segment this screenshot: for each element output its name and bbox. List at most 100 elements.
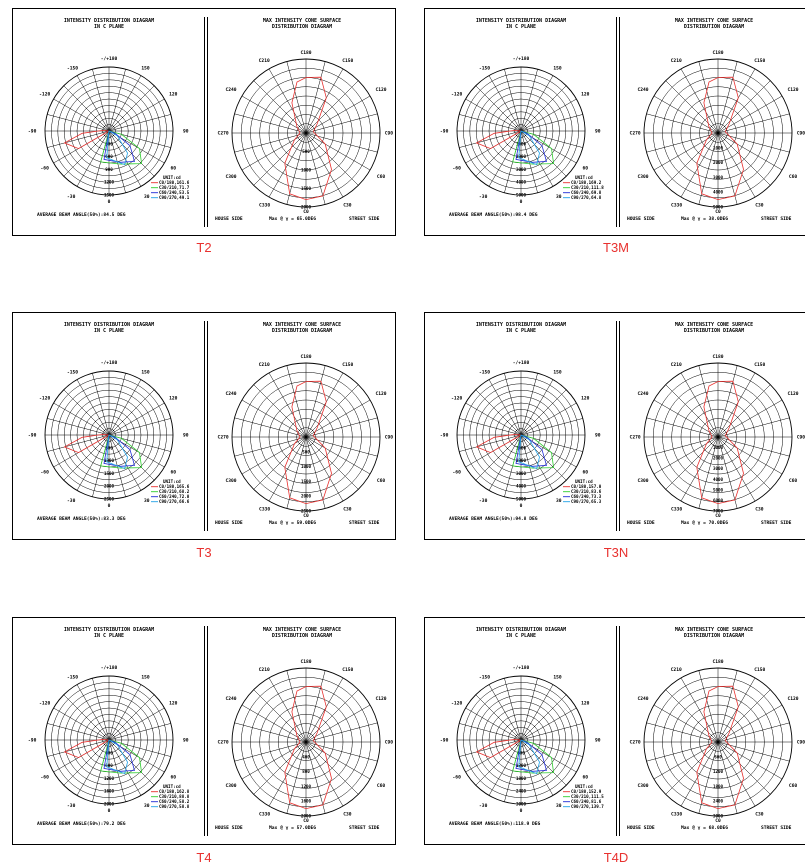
- angle-label: 90: [595, 433, 601, 439]
- cone-surface-diagram: MAX INTENSITY CONE SURFACE DISTRIBUTION …: [209, 618, 395, 844]
- angle-label: 30: [556, 803, 562, 809]
- angle-label: -150: [67, 674, 78, 680]
- ring-value-label: 5000: [713, 487, 724, 492]
- angle-label: -30: [479, 194, 488, 200]
- c-plane-label: C330: [259, 811, 270, 817]
- ring-value-label: 2000: [713, 456, 724, 461]
- angle-label: 30: [144, 498, 150, 504]
- c-plane-label: C0: [715, 818, 721, 824]
- polar-spoke: [286, 61, 326, 205]
- angle-label: -60: [41, 470, 50, 476]
- c-plane-label: C330: [671, 202, 682, 208]
- ring-value-label: 400: [302, 754, 310, 759]
- cone-surface-diagram: MAX INTENSITY CONE SURFACE DISTRIBUTION …: [209, 9, 395, 235]
- caption-t3: T3: [196, 545, 212, 560]
- legend-c30-210: C30/210,83.6: [571, 489, 602, 494]
- c-plane-label: C150: [754, 362, 765, 368]
- angle-label: 120: [169, 91, 178, 97]
- angle-label: 60: [171, 775, 177, 781]
- ring-value-label: 2500: [104, 497, 115, 502]
- c0-180-curve: [475, 738, 523, 759]
- legend-c90-270: C90/270,64.8: [571, 195, 602, 200]
- cone-polar-chart: C180 C210 C150 C240 C120 C270 C90 C300 C60 C330 C3…: [215, 659, 393, 831]
- panel-divider: [619, 321, 620, 531]
- ring-value-label: 1500: [301, 186, 312, 191]
- max-gamma-label: Max @ γ = 70.0DEG: [681, 520, 728, 526]
- legend-c0-180: C0/180,169.2: [571, 180, 602, 185]
- cone-polar-chart: C180 C210 C150 C240 C120 C270 C90 C300 C60 C330 C3…: [627, 50, 805, 222]
- angle-label: -120: [451, 700, 462, 706]
- angle-label: 90: [595, 738, 601, 744]
- ring-value-label: 2000: [516, 154, 527, 159]
- angle-label: 30: [144, 194, 150, 200]
- c-plane-label: C240: [225, 391, 236, 397]
- angle-label: 60: [583, 775, 589, 781]
- polar-spoke: [698, 61, 738, 205]
- intensity-diagram-title: INTENSITY DISTRIBUTION DIAGRAM IN C PLAN…: [475, 18, 567, 30]
- cone-diagram-title: MAX INTENSITY CONE SURFACE DISTRIBUTION …: [674, 18, 754, 30]
- c-plane-label: C120: [787, 87, 798, 93]
- c-plane-label: C240: [637, 87, 648, 93]
- c0-180-curve: [63, 738, 111, 759]
- c-plane-label: C120: [375, 391, 386, 397]
- ring-value-label: 1500: [301, 479, 312, 484]
- angle-label: -30: [67, 194, 76, 200]
- angle-label: -/+180: [101, 665, 118, 671]
- panel-t3n: INTENSITY DISTRIBUTION DIAGRAM IN C PLAN…: [424, 312, 805, 540]
- intensity-polar-chart: -/+180 -150 150 -120 120 -90 90 -60 60 -30 30 0 500 1…: [28, 360, 190, 522]
- polar-spoke: [286, 670, 326, 814]
- c-plane-label: C180: [300, 354, 311, 360]
- beam-angle-label: AVERAGE BEAM ANGLE(50%):118.9 DEG: [449, 821, 541, 827]
- ring-value-label: 6000: [713, 498, 724, 503]
- c-plane-label: C180: [300, 659, 311, 665]
- angle-label: -/+180: [101, 360, 118, 366]
- angle-label: -/+180: [513, 665, 530, 671]
- c-plane-label: C270: [218, 740, 229, 746]
- ring-value-label: 2000: [301, 814, 312, 819]
- c-plane-label: C270: [218, 435, 229, 441]
- panel-divider: [207, 17, 208, 227]
- angle-label: 0: [520, 199, 523, 205]
- cone-diagram-title: MAX INTENSITY CONE SURFACE DISTRIBUTION …: [262, 18, 342, 30]
- legend-c0-180: C0/180,157.0: [571, 484, 602, 489]
- angle-label: -150: [479, 65, 490, 71]
- ring-value-label: 2000: [301, 494, 312, 499]
- cone-diagram-title: MAX INTENSITY CONE SURFACE DISTRIBUTION …: [262, 627, 342, 639]
- intensity-diagram-title: INTENSITY DISTRIBUTION DIAGRAM IN C PLAN…: [63, 627, 155, 639]
- angle-label: -/+180: [513, 56, 530, 62]
- angle-label: -90: [28, 738, 37, 744]
- c90-270-curve: [106, 130, 128, 166]
- max-gamma-label: Max @ γ = 65.0DEG: [269, 216, 316, 222]
- c-plane-label: C300: [637, 478, 648, 484]
- cone-surface-diagram: MAX INTENSITY CONE SURFACE DISTRIBUTION …: [621, 618, 805, 844]
- ring-value-label: 1000: [301, 464, 312, 469]
- angle-label: 0: [520, 503, 523, 509]
- intensity-polar-chart: -/+180 -150 150 -120 120 -90 90 -60 60 -30 30 0 1000…: [440, 360, 602, 522]
- angle-label: -120: [39, 395, 50, 401]
- c-plane-label: C270: [630, 740, 641, 746]
- ring-value-label: 1000: [516, 445, 527, 450]
- c-plane-label: C240: [225, 87, 236, 93]
- angle-label: 0: [108, 503, 111, 509]
- ring-value-label: 1000: [713, 145, 724, 150]
- intensity-diagram: INTENSITY DISTRIBUTION DIAGRAM IN C PLAN…: [13, 618, 205, 844]
- c60-240-curve: [515, 739, 548, 772]
- ring-value-label: 2000: [713, 160, 724, 165]
- c-plane-label: C0: [303, 513, 309, 519]
- ring-value-label: 3000: [713, 466, 724, 471]
- ring-value-label: 1200: [104, 180, 115, 185]
- angle-label: 90: [595, 129, 601, 135]
- panel-divider: [619, 17, 620, 227]
- legend-c30-210: C30/210,68.2: [159, 489, 190, 494]
- ring-value-label: 3000: [516, 471, 527, 476]
- angle-label: -60: [41, 775, 50, 781]
- angle-label: -30: [67, 498, 76, 504]
- cone-surface-diagram: MAX INTENSITY CONE SURFACE DISTRIBUTION …: [621, 9, 805, 235]
- c-plane-label: C0: [303, 818, 309, 824]
- c-plane-label: C150: [342, 362, 353, 368]
- legend-c60-240: C60/240,58.2: [159, 799, 190, 804]
- angle-label: 0: [108, 199, 111, 205]
- angle-label: 120: [581, 395, 590, 401]
- c-plane-label: C90: [797, 435, 805, 441]
- c60-240-curve: [103, 130, 136, 163]
